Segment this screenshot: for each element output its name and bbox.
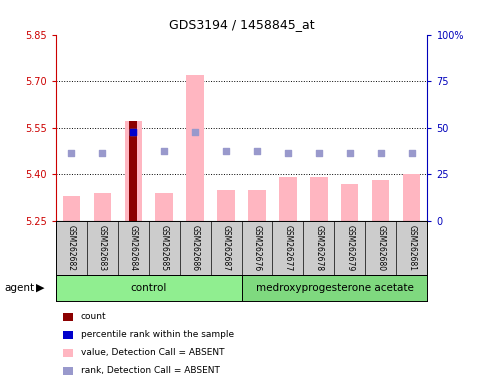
Point: [129, 129, 137, 136]
Point: [129, 129, 137, 136]
Bar: [94, 193, 111, 221]
Text: agent: agent: [5, 283, 35, 293]
Text: value, Detection Call = ABSENT: value, Detection Call = ABSENT: [81, 348, 224, 358]
Bar: [280, 177, 297, 221]
Point: [253, 148, 261, 154]
Text: medroxyprogesterone acetate: medroxyprogesterone acetate: [256, 283, 413, 293]
Text: count: count: [81, 312, 106, 321]
Bar: [242, 275, 427, 301]
Text: GSM262680: GSM262680: [376, 225, 385, 271]
Text: GSM262687: GSM262687: [222, 225, 230, 271]
Text: GSM262683: GSM262683: [98, 225, 107, 271]
Bar: [372, 180, 389, 221]
Title: GDS3194 / 1458845_at: GDS3194 / 1458845_at: [169, 18, 314, 31]
Point: [408, 149, 416, 156]
Text: GSM262682: GSM262682: [67, 225, 75, 271]
Bar: [156, 193, 172, 221]
Text: rank, Detection Call = ABSENT: rank, Detection Call = ABSENT: [81, 366, 220, 376]
Point: [191, 129, 199, 136]
Bar: [125, 121, 142, 221]
Text: control: control: [130, 283, 167, 293]
Point: [160, 148, 168, 154]
Point: [346, 149, 354, 156]
Text: ▶: ▶: [36, 283, 45, 293]
Text: GSM262679: GSM262679: [345, 225, 355, 271]
Text: GSM262686: GSM262686: [190, 225, 199, 271]
Text: GSM262681: GSM262681: [408, 225, 416, 271]
Bar: [311, 177, 327, 221]
Bar: [217, 190, 235, 221]
Bar: [341, 184, 358, 221]
Text: GSM262684: GSM262684: [128, 225, 138, 271]
Bar: [403, 174, 421, 221]
Point: [222, 148, 230, 154]
Point: [67, 149, 75, 156]
Point: [315, 149, 323, 156]
Point: [377, 149, 385, 156]
Text: percentile rank within the sample: percentile rank within the sample: [81, 330, 234, 339]
Point: [98, 149, 106, 156]
Bar: [248, 190, 266, 221]
Bar: [62, 196, 80, 221]
Text: GSM262685: GSM262685: [159, 225, 169, 271]
Bar: [56, 275, 242, 301]
Text: GSM262677: GSM262677: [284, 225, 293, 271]
Point: [284, 149, 292, 156]
Bar: [129, 121, 137, 221]
Text: GSM262678: GSM262678: [314, 225, 324, 271]
Bar: [186, 75, 203, 221]
Text: GSM262676: GSM262676: [253, 225, 261, 271]
